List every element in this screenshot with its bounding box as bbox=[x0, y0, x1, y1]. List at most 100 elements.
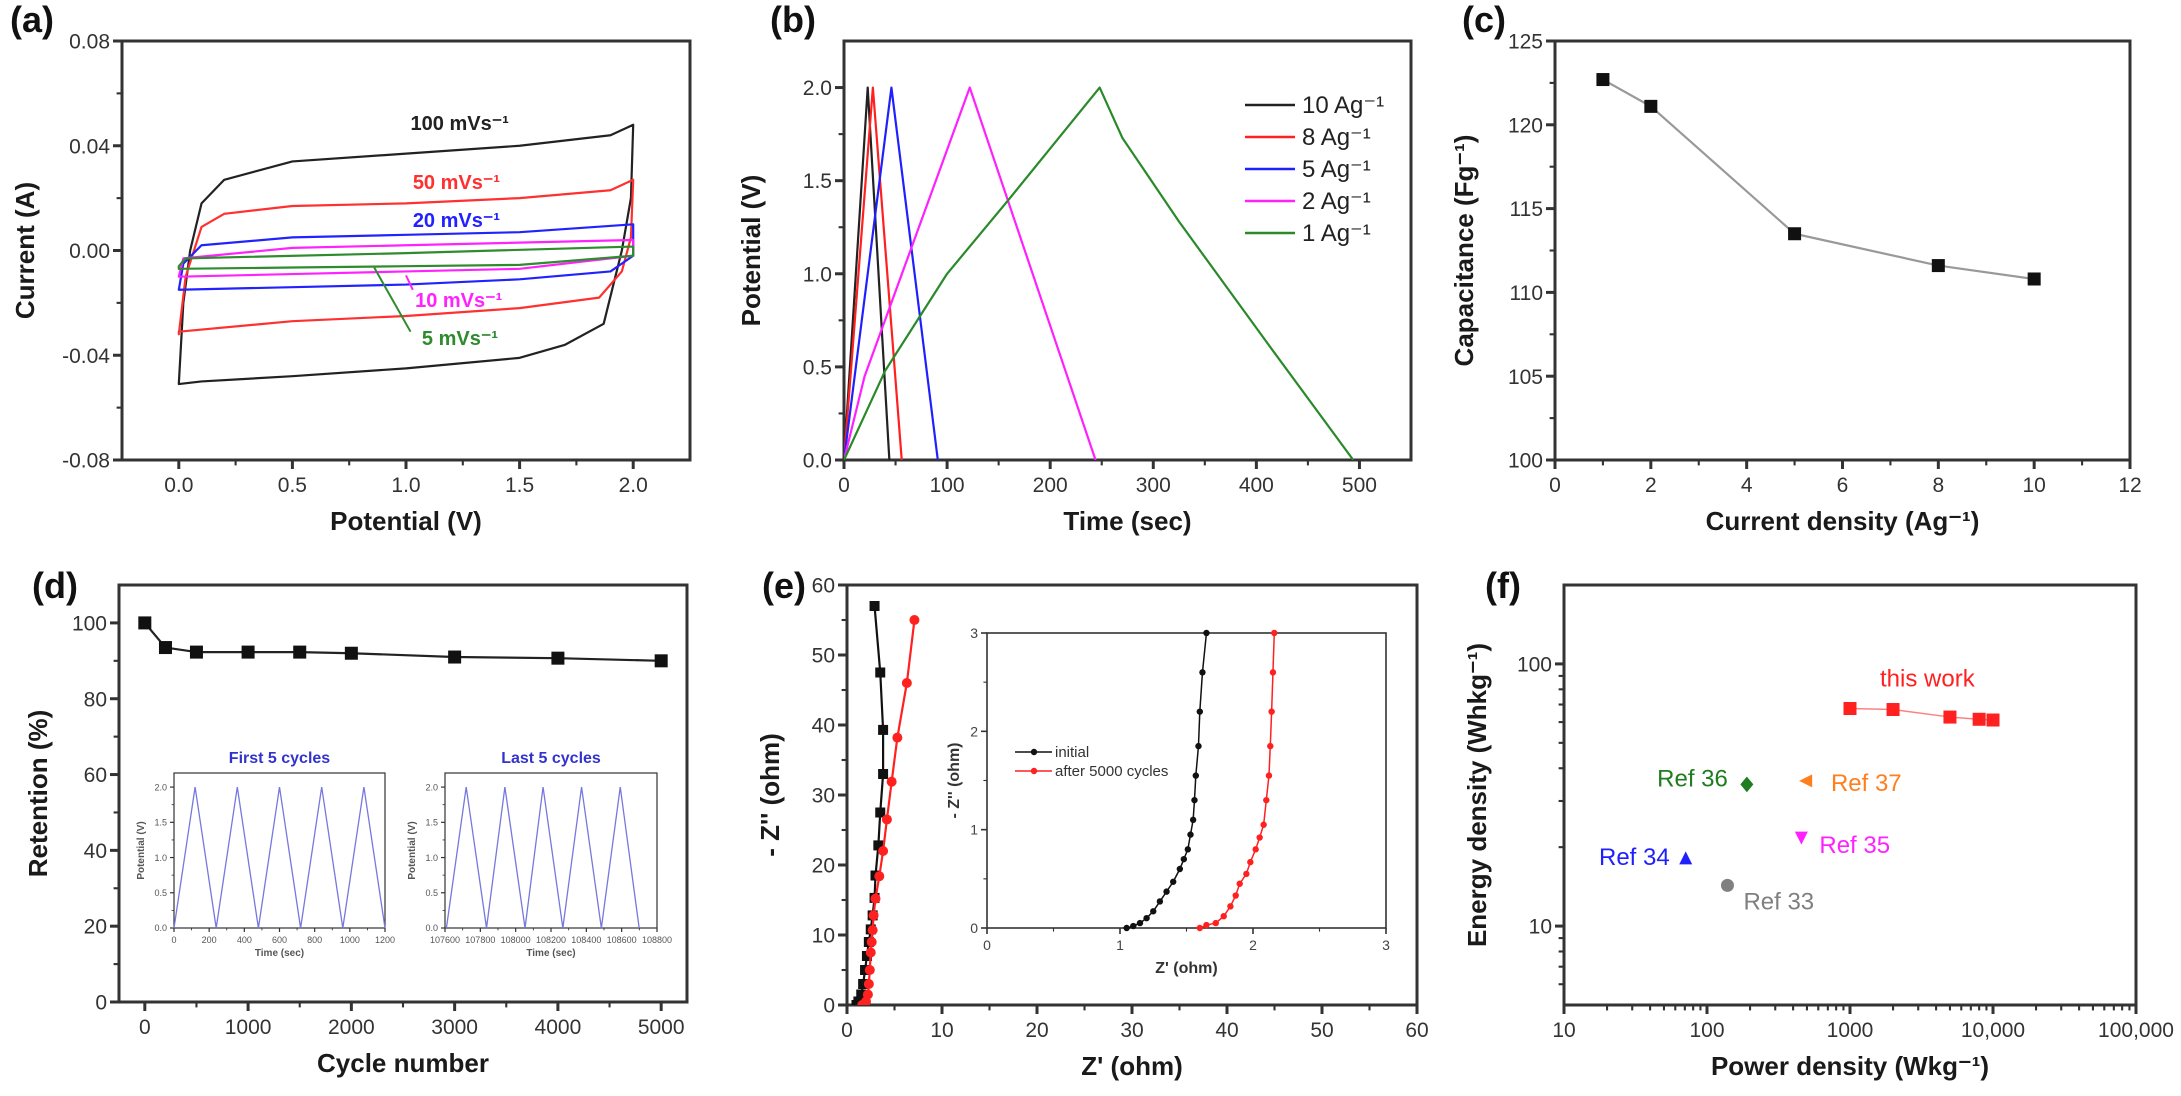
x-tick-label: 0 bbox=[841, 1019, 853, 1042]
series-4-line bbox=[177, 245, 635, 270]
y-tick-label: 115 bbox=[1510, 198, 1543, 221]
panel-label: (c) bbox=[1462, 0, 1506, 40]
x-axis-title: Time (sec) bbox=[1063, 506, 1191, 536]
inset-data-point bbox=[1192, 772, 1200, 779]
y-tick-label: 100 bbox=[1508, 450, 1543, 473]
inset-data-point bbox=[1199, 669, 1206, 676]
x-tick-label: 500 bbox=[1342, 474, 1377, 497]
y-tick-label: 0.5 bbox=[803, 356, 832, 379]
inset-data-point bbox=[1130, 922, 1137, 930]
inset-data-point bbox=[1176, 865, 1184, 873]
data-point-marker bbox=[189, 645, 203, 659]
y-tick-label: 1.5 bbox=[425, 818, 438, 828]
y-tick-label: 0.00 bbox=[69, 240, 110, 263]
x-tick-label: 1000 bbox=[1827, 1019, 1874, 1042]
x-tick-label: 10 bbox=[930, 1019, 953, 1042]
x-tick-label: 400 bbox=[1239, 474, 1274, 497]
x-tick-label: 1200 bbox=[375, 935, 395, 945]
x-tick-label: 0.0 bbox=[164, 474, 193, 497]
x-tick-label: 20 bbox=[1025, 1019, 1048, 1042]
x-tick-label: 2000 bbox=[328, 1016, 375, 1039]
x-axis-title: Potential (V) bbox=[330, 506, 482, 536]
inset-eis-zoom: 0 1 2 3 0 1 2 3 initial after 5000 cycles Z' (ohm)… bbox=[946, 625, 1390, 977]
inset-data-point bbox=[1269, 669, 1277, 676]
x-tick-label: 108600 bbox=[607, 935, 637, 945]
y-tick-label: 2 bbox=[970, 723, 978, 739]
x-tick-label: 200 bbox=[202, 935, 217, 945]
inset-data-point bbox=[1263, 796, 1270, 804]
data-point-marker bbox=[158, 641, 172, 655]
data-point-marker bbox=[1794, 831, 1808, 845]
y-tick-label: 40 bbox=[84, 840, 107, 863]
x-tick-label: 10,000 bbox=[1961, 1019, 2025, 1042]
x-tick-label: 12 bbox=[2118, 474, 2141, 497]
x-tick-label: 10 bbox=[1552, 1019, 1575, 1042]
x-tick-label: 8 bbox=[1932, 474, 1944, 497]
arrow-10mvs-icon bbox=[405, 274, 414, 291]
y-tick-label: 0.5 bbox=[154, 888, 167, 898]
x-tick-label: 0 bbox=[838, 474, 850, 497]
legend-label: 10 Ag⁻¹ bbox=[1302, 92, 1384, 119]
plot-area bbox=[1596, 73, 2041, 286]
data-point-marker bbox=[863, 979, 874, 989]
inset-data-point bbox=[1271, 629, 1278, 637]
legend-label: 5 Ag⁻¹ bbox=[1302, 156, 1371, 183]
inset-y-title: Potential (V) bbox=[407, 821, 418, 879]
legend-label: 8 Ag⁻¹ bbox=[1302, 124, 1371, 151]
x-tick-label: 108400 bbox=[571, 935, 601, 945]
series-label: Ref 35 bbox=[1819, 832, 1890, 859]
x-tick-label: 107600 bbox=[430, 935, 460, 945]
x-axis-title: Power density (Wkg⁻¹) bbox=[1711, 1051, 1989, 1081]
data-point-marker bbox=[870, 893, 881, 904]
inset-legend-label: initial bbox=[1055, 744, 1089, 761]
y-tick-label: 3 bbox=[970, 625, 978, 641]
y-tick-label: -0.08 bbox=[62, 450, 110, 473]
inset-data-point bbox=[1256, 834, 1263, 841]
data-point-marker bbox=[293, 645, 307, 659]
inset-data-point bbox=[1252, 846, 1259, 853]
panel-label: (b) bbox=[770, 0, 816, 40]
inset-data-point bbox=[1236, 880, 1243, 887]
panel-label: (a) bbox=[10, 0, 54, 40]
inset-data-point bbox=[1189, 816, 1197, 824]
inset-line bbox=[173, 786, 386, 929]
scan-rate-label: 100 mVs⁻¹ bbox=[411, 113, 510, 135]
y-tick-label: 0 bbox=[95, 992, 107, 1015]
panel-label: (f) bbox=[1485, 565, 1521, 606]
x-tick-label: 100,000 bbox=[2098, 1019, 2174, 1042]
data-point-marker bbox=[344, 646, 358, 660]
y-axis-title: Energy density (Whkg⁻¹) bbox=[1462, 643, 1492, 947]
scan-rate-label: 5 mVs⁻¹ bbox=[422, 328, 498, 350]
y-tick-label: 110 bbox=[1510, 282, 1543, 305]
y-tick-label: 30 bbox=[812, 785, 835, 808]
x-tick-label: 1.0 bbox=[391, 474, 420, 497]
x-tick-label: 0 bbox=[983, 937, 991, 953]
x-tick-label: 2 bbox=[1249, 937, 1257, 953]
data-point-marker bbox=[861, 951, 872, 961]
x-tick-label: 1.5 bbox=[505, 474, 534, 497]
data-point-marker bbox=[878, 724, 889, 735]
x-tick-label: 2.0 bbox=[619, 474, 648, 497]
inset-legend-marker bbox=[1030, 748, 1038, 756]
y-axis-title: Potential (V) bbox=[736, 175, 766, 327]
data-point-marker bbox=[654, 654, 668, 668]
y-tick-label: 1.5 bbox=[154, 818, 167, 828]
data-point-marker bbox=[873, 840, 884, 851]
y-tick-label: 10 bbox=[812, 925, 835, 948]
data-point-marker bbox=[875, 807, 886, 818]
data-point-marker bbox=[1972, 712, 1986, 726]
legend-label: 1 Ag⁻¹ bbox=[1302, 220, 1371, 247]
scan-rate-label: 50 mVs⁻¹ bbox=[413, 172, 501, 194]
x-tick-label: 3 bbox=[1382, 937, 1390, 953]
data-point-marker bbox=[856, 989, 867, 1000]
y-tick-label: 2.0 bbox=[425, 782, 438, 792]
x-tick-label: 108000 bbox=[501, 935, 531, 945]
y-axis-title: Current (A) bbox=[10, 182, 40, 319]
data-point-marker bbox=[1986, 713, 2000, 727]
y-tick-label: 1.5 bbox=[803, 170, 832, 193]
series-label: Ref 37 bbox=[1831, 770, 1902, 797]
y-tick-label: 1.0 bbox=[425, 853, 438, 863]
data-point-marker bbox=[878, 846, 889, 856]
